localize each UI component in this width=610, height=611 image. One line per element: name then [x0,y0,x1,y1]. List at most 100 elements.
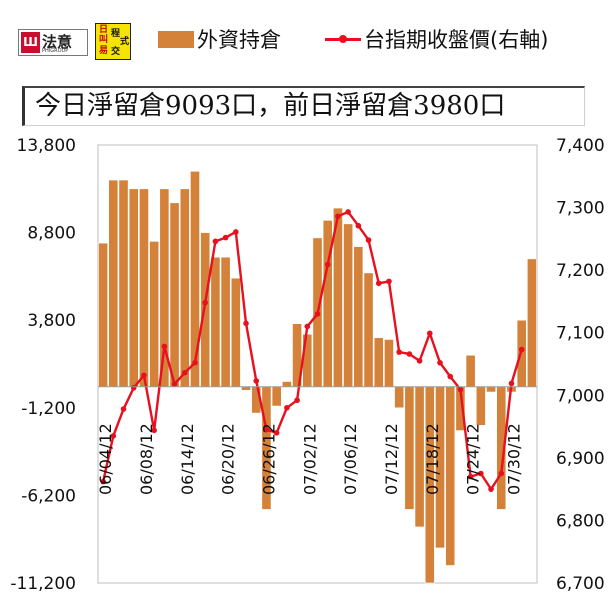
holding-bar [353,246,364,388]
holding-bar [118,179,129,388]
left-axis-tick-label: 8,800 [27,224,76,244]
price-point [324,261,331,268]
price-point [508,380,515,387]
right-axis-tick-label: 7,000 [556,386,605,406]
brand-en: PHIGROUP [42,48,69,54]
badge-char: 交 [111,47,121,57]
price-point [355,222,362,229]
left-axis-tick-label: 3,800 [27,311,76,331]
holding-bar [210,256,221,388]
price-point [416,358,423,364]
price-point [396,349,402,355]
price-point [181,369,188,376]
price-point [467,473,474,480]
price-point [222,234,229,241]
x-axis-tick-label: 06/26/12 [259,423,278,495]
holding-bar [445,386,456,566]
price-point [253,378,260,384]
x-tick: 06/20/12 [219,423,238,495]
program-badge: 日 叫 易 程 式 交 [95,23,131,60]
price-point [243,320,249,327]
legend-line: 台指期收盤價(右軸) [325,27,548,53]
price-point [518,346,525,353]
price-point [294,397,300,404]
price-point [498,470,505,477]
holding-bar [384,339,394,388]
price-point [202,299,208,306]
holding-bar [128,188,139,388]
price-point [345,209,351,215]
brand-name: 法意 [42,33,73,51]
right-axis-tick-label: 7,300 [556,199,605,219]
price-point [212,238,219,245]
holding-bar [179,188,190,388]
price-point [427,330,433,337]
price-point [335,213,341,220]
holding-bar [465,354,476,388]
x-axis-tick-label: 06/04/12 [96,423,115,495]
badge-char: 式 [120,37,130,47]
holding-bar [169,202,180,388]
holding-bar [486,386,496,393]
x-axis-tick-label: 06/08/12 [137,423,156,495]
left-axis-tick-label: -11,200 [10,574,76,594]
bar-series [98,170,537,584]
price-point [284,405,290,411]
right-axis-tick-label: 6,700 [556,574,605,594]
holding-bar [149,241,160,388]
price-point [375,280,382,287]
holding-bar [526,258,537,388]
price-point [437,359,443,366]
price-point [488,486,494,492]
price-point [478,470,484,477]
legend-bar: 外資持倉 [158,27,281,53]
x-axis-tick-label: 07/30/12 [504,423,523,495]
price-point [457,386,464,393]
x-tick: 06/04/12 [96,423,115,495]
holding-bar [139,188,149,388]
holding-bar [373,337,384,388]
position-summary: 今日淨留倉9093口，前日淨留倉3980口 [22,86,585,126]
price-point [314,311,321,317]
holding-bar [404,386,415,510]
badge-char: 叫 [99,35,109,45]
price-point [304,323,311,330]
left-axis-tick-label: -1,200 [21,399,76,419]
badge-char: 日 [99,25,109,35]
price-point [447,373,454,380]
holding-bar [230,277,241,388]
holding-bar [108,179,119,388]
left-axis-tick-label: -6,200 [21,486,76,506]
badge-char: 易 [99,46,109,56]
legend-line-swatch [325,34,361,43]
price-point [263,426,270,433]
price-point [386,278,392,285]
right-axis-tick-label: 7,200 [556,261,605,281]
price-point [130,384,137,391]
x-tick: 07/24/12 [464,423,483,495]
brand-logo: Ш 法意 PHIGROUP [18,29,88,56]
holding-bar [475,386,486,426]
holding-bar [271,386,282,407]
holding-bar [281,381,292,388]
x-tick: 06/08/12 [137,423,156,495]
x-axis-tick-label: 06/14/12 [178,423,197,495]
price-point [141,372,147,379]
legend-bar-swatch [158,30,194,48]
holding-bar [241,386,251,391]
axes: 13,800 8,800 3,800 -1,200 -6,200 -11,200 7,400… [10,136,604,594]
brand-mark: Ш [21,32,40,53]
legend-line-label: 台指期收盤價(右軸) [364,28,549,52]
price-point [151,427,157,434]
x-tick: 07/02/12 [300,423,319,495]
x-tick: 07/18/12 [423,423,442,495]
x-tick: 07/12/12 [382,423,401,495]
left-axis-tick-label: 13,800 [17,136,76,156]
price-point [100,478,106,485]
holding-bar [363,272,374,388]
x-axis-tick-label: 07/24/12 [464,423,483,495]
holding-bar [98,242,109,388]
line-series [100,209,525,492]
x-axis-tick-label: 07/12/12 [382,423,401,495]
holding-bar [394,386,405,409]
